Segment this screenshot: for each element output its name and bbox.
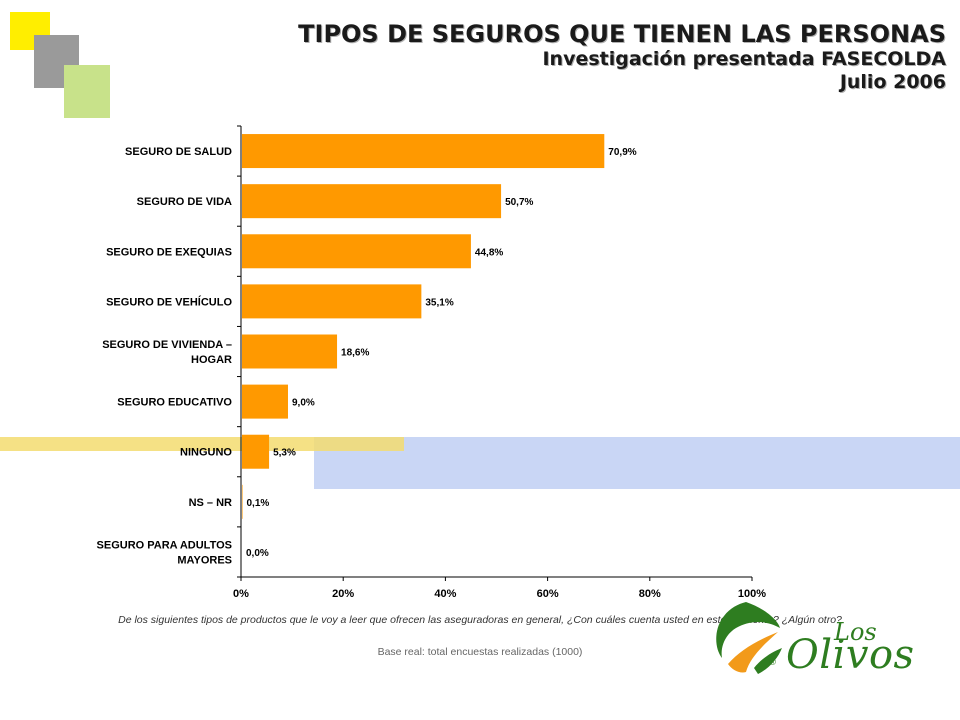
data-label: 35,1% xyxy=(425,297,453,308)
deco-band-yellow xyxy=(0,437,404,451)
category-label: SEGURO DE EXEQUIAS xyxy=(106,246,232,258)
data-label: 0,1% xyxy=(247,498,270,509)
x-tick-label: 100% xyxy=(738,588,766,600)
header: TIPOS DE SEGUROS QUE TIENEN LAS PERSONAS… xyxy=(298,20,946,94)
category-label: SEGURO DE VIDA xyxy=(137,196,232,208)
x-tick-label: 40% xyxy=(434,588,456,600)
bar xyxy=(242,384,288,419)
category-label: SEGURO DE VEHÍCULO xyxy=(106,295,232,308)
registered-mark: ® xyxy=(768,658,777,668)
bar xyxy=(242,284,422,319)
data-label: 0,0% xyxy=(246,548,269,559)
olive-leaf-icon xyxy=(716,602,782,674)
data-label: 9,0% xyxy=(292,398,315,409)
page-date: Julio 2006 xyxy=(839,71,946,93)
page-title: TIPOS DE SEGUROS QUE TIENEN LAS PERSONAS xyxy=(298,20,946,48)
data-label: 18,6% xyxy=(341,348,369,359)
data-label: 5,3% xyxy=(273,448,296,459)
logo-text-los: Los xyxy=(834,618,877,646)
base-footnote: Base real: total encuestas realizadas (1… xyxy=(377,646,583,658)
data-label: 44,8% xyxy=(475,247,503,258)
category-label: SEGURO EDUCATIVO xyxy=(117,397,232,409)
los-olivos-logo: ® Los Olivos xyxy=(706,598,926,678)
bar xyxy=(242,184,502,219)
category-label: SEGURO DE SALUD xyxy=(125,146,232,158)
deco-square-green xyxy=(64,65,110,118)
data-label: 70,9% xyxy=(608,147,636,158)
category-label: HOGAR xyxy=(191,354,232,366)
bar xyxy=(242,484,243,519)
bar xyxy=(242,234,471,269)
page-subtitle: Investigación presentada FASECOLDA xyxy=(542,48,946,70)
bar xyxy=(242,434,270,469)
category-label: MAYORES xyxy=(177,554,232,566)
logo-text-olivos: Olivos xyxy=(786,632,915,678)
survey-question-footnote: De los siguientes tipos de productos que… xyxy=(118,614,842,626)
x-tick-label: 0% xyxy=(233,588,249,600)
data-label: 50,7% xyxy=(505,197,533,208)
category-label: NS – NR xyxy=(189,497,232,509)
category-label: NINGUNO xyxy=(180,447,232,459)
bar xyxy=(242,134,605,169)
x-tick-label: 80% xyxy=(639,588,661,600)
x-tick-label: 60% xyxy=(537,588,559,600)
deco-band-blue xyxy=(314,437,960,489)
category-label: SEGURO PARA ADULTOS xyxy=(97,539,232,551)
x-tick-label: 20% xyxy=(332,588,354,600)
category-label: SEGURO DE VIVIENDA – xyxy=(102,339,232,351)
bar xyxy=(242,334,338,369)
